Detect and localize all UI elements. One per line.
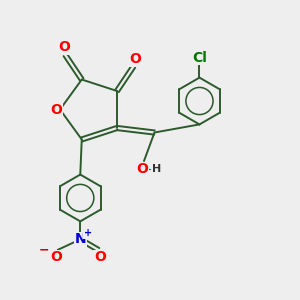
Text: O: O [50, 103, 62, 116]
Text: +: + [84, 228, 92, 239]
Text: −: − [39, 243, 50, 256]
Text: Cl: Cl [193, 50, 208, 64]
Text: O: O [94, 250, 106, 264]
Text: O: O [58, 40, 70, 54]
Text: N: N [74, 232, 86, 246]
Text: O: O [129, 52, 141, 66]
Text: H: H [152, 164, 161, 174]
Text: O: O [136, 162, 148, 176]
Text: O: O [50, 250, 62, 264]
